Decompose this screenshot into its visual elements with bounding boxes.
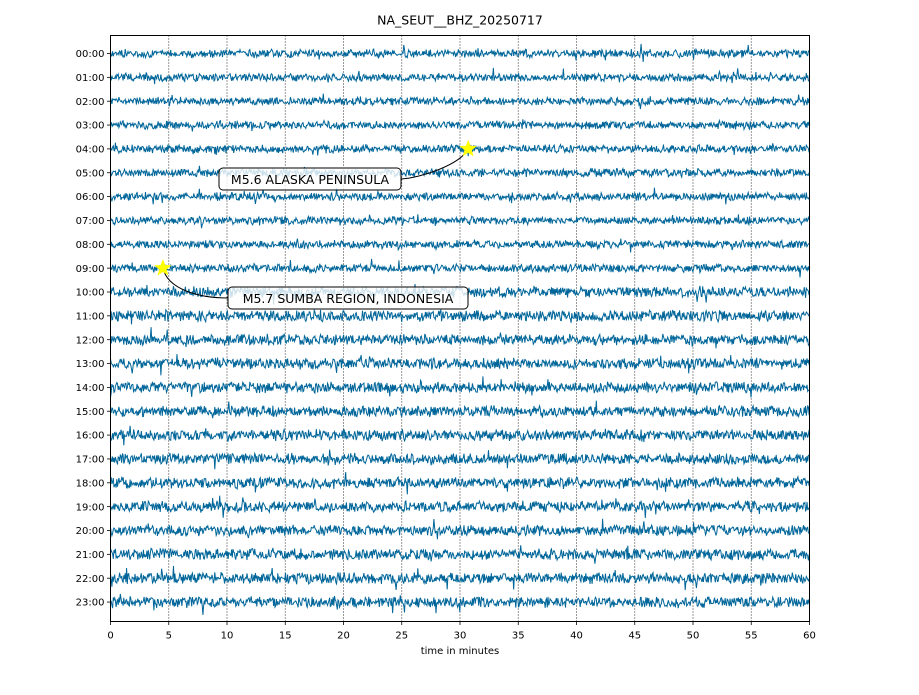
y-tick-label: 14:00 xyxy=(76,383,105,394)
y-tick-label: 19:00 xyxy=(76,502,105,513)
y-tick-label: 23:00 xyxy=(76,598,105,609)
y-tick-label: 18:00 xyxy=(76,478,105,489)
y-tick-label: 13:00 xyxy=(76,359,105,370)
y-tick-label: 17:00 xyxy=(76,455,105,466)
trace-row-0600 xyxy=(110,187,810,205)
trace-row-1500 xyxy=(110,400,810,419)
y-tick-label: 04:00 xyxy=(76,145,105,156)
trace-row-2100 xyxy=(110,545,810,564)
y-tick-label: 22:00 xyxy=(76,574,105,585)
x-tick-label: 40 xyxy=(570,631,583,642)
y-tick-label: 07:00 xyxy=(76,216,105,227)
x-tick-label: 55 xyxy=(745,631,758,642)
x-tick-label: 15 xyxy=(279,631,292,642)
x-tick-label: 45 xyxy=(628,631,641,642)
x-axis-ticks: 0 5 10 15 20 25 30 35 40 45 50 55 60 xyxy=(107,621,816,642)
y-tick-label: 16:00 xyxy=(76,431,105,442)
trace-row-0400 xyxy=(110,142,810,157)
chart-title: NA_SEUT__BHZ_20250717 xyxy=(377,13,543,28)
trace-row-0300 xyxy=(110,118,810,132)
y-tick-label: 02:00 xyxy=(76,97,105,108)
trace-row-1900 xyxy=(110,495,810,519)
y-tick-label: 21:00 xyxy=(76,550,105,561)
y-tick-label: 15:00 xyxy=(76,407,105,418)
x-axis-label: time in minutes xyxy=(421,646,500,657)
y-tick-label: 11:00 xyxy=(76,311,105,322)
y-tick-label: 01:00 xyxy=(76,73,105,84)
trace-row-1700 xyxy=(110,449,810,470)
trace-row-0700 xyxy=(110,214,810,229)
x-tick-label: 30 xyxy=(454,631,467,642)
trace-row-2300 xyxy=(110,593,810,615)
trace-row-1300 xyxy=(110,354,810,376)
trace-row-0900 xyxy=(110,258,810,278)
event-label: M5.7 SUMBA REGION, INDONESIA xyxy=(243,291,454,306)
y-axis-ticks: 00:00 01:00 02:00 03:00 04:00 05:00 06:00 07:00… xyxy=(76,49,111,609)
trace-row-2200 xyxy=(110,565,810,591)
x-tick-label: 25 xyxy=(395,631,408,642)
trace-row-0800 xyxy=(110,238,810,253)
trace-row-1200 xyxy=(110,327,810,349)
y-tick-label: 05:00 xyxy=(76,168,105,179)
trace-row-1800 xyxy=(110,472,810,495)
x-tick-label: 60 xyxy=(803,631,816,642)
trace-row-1600 xyxy=(110,425,810,446)
x-tick-label: 0 xyxy=(107,631,113,642)
x-tick-label: 10 xyxy=(221,631,234,642)
event-label: M5.6 ALASKA PENINSULA xyxy=(231,172,390,187)
y-tick-label: 10:00 xyxy=(76,288,105,299)
trace-row-2000 xyxy=(110,518,810,540)
trace-row-1100 xyxy=(110,308,810,325)
x-tick-label: 20 xyxy=(337,631,350,642)
y-tick-label: 06:00 xyxy=(76,192,105,203)
y-tick-label: 12:00 xyxy=(76,335,105,346)
trace-row-0200 xyxy=(110,93,810,110)
y-tick-label: 03:00 xyxy=(76,121,105,132)
event-star-marker xyxy=(459,139,477,157)
event-annotations: M5.6 ALASKA PENINSULA M5.7 SUMBA REGION, … xyxy=(154,139,477,310)
y-tick-label: 20:00 xyxy=(76,526,105,537)
x-tick-label: 50 xyxy=(687,631,700,642)
event-connector xyxy=(162,268,229,299)
y-tick-label: 09:00 xyxy=(76,264,105,275)
x-tick-label: 5 xyxy=(166,631,172,642)
trace-row-0000 xyxy=(110,43,810,63)
y-tick-label: 08:00 xyxy=(76,240,105,251)
trace-row-1400 xyxy=(110,376,810,398)
trace-row-0100 xyxy=(110,67,810,85)
event-label-box xyxy=(218,167,402,191)
event-star-marker xyxy=(154,258,172,276)
event-label-box xyxy=(227,286,469,310)
y-tick-label: 00:00 xyxy=(76,49,105,60)
x-tick-label: 35 xyxy=(512,631,525,642)
seismic-traces xyxy=(110,43,810,615)
